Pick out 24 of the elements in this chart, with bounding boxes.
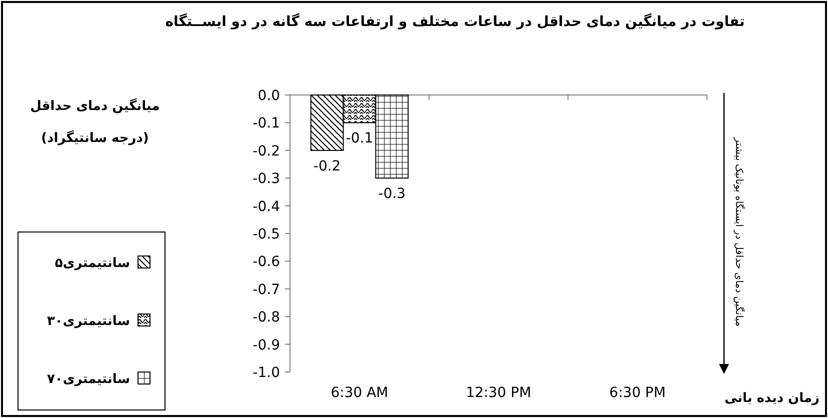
- y-tick-label: -0.1: [252, 116, 280, 132]
- legend-label: ۵سانتیمتری: [54, 256, 130, 271]
- y-tick-label: -0.5: [252, 226, 280, 242]
- y-tick-label: -0.2: [252, 143, 280, 160]
- data-label: -0.3: [378, 186, 406, 202]
- legend-label: ۷۰سانتیمتری: [46, 372, 130, 387]
- x-axis-title: زمان دیده بانی: [724, 391, 820, 406]
- legend-label: ۳۰سانتیمتری: [46, 314, 130, 329]
- data-label: -0.1: [346, 130, 374, 147]
- x-tick-label: 6:30 PM: [609, 385, 666, 401]
- x-tick-label: 12:30 PM: [466, 385, 532, 401]
- y-tick-label: -0.4: [252, 198, 280, 215]
- y-tick-label: -0.8: [252, 310, 280, 326]
- y-tick-label: -1.0: [252, 365, 280, 381]
- x-tick-label: 6:30 AM: [330, 385, 388, 401]
- y-tick-label: -0.6: [252, 254, 280, 270]
- y-tick-label: -0.7: [252, 282, 280, 298]
- text: میانگین دمای حداقل (درجه سانتیگراد): [30, 99, 160, 146]
- text: میانگین دمای حداقل در ایستگاه بوتانیک بیشتر: [733, 136, 745, 327]
- chart-title: تفاوت در میانگین دمای حداقل در ساعات مختلف و ارتفاعات سه گانه در دو ایســتگاه: [165, 13, 745, 30]
- y-tick-label: 0.0: [258, 88, 280, 104]
- y-tick-label: -0.9: [252, 337, 280, 354]
- y-tick-label: -0.3: [252, 171, 280, 188]
- data-label: -0.2: [313, 158, 341, 174]
